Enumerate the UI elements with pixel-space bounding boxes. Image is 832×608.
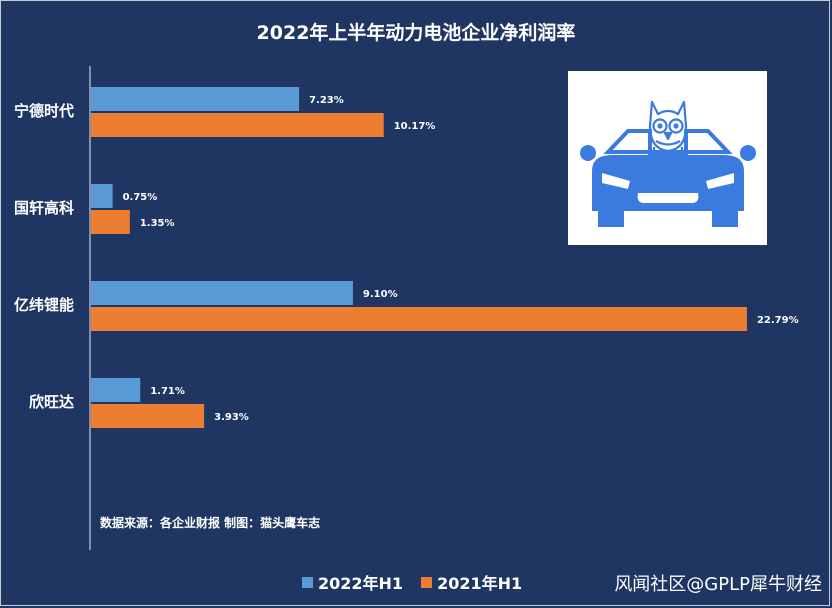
category-label: 欣旺达 [29, 393, 74, 411]
legend-swatch-2021 [421, 576, 433, 588]
bar-2021h1 [91, 210, 130, 234]
legend: 2022年H1 2021年H1 [302, 570, 522, 594]
logo-card [568, 71, 767, 245]
data-label: 10.17% [394, 121, 436, 132]
watermark: 风闻社区@GPLP犀牛财经 [614, 574, 822, 595]
legend-label-2022: 2022年H1 [318, 574, 404, 593]
data-label: 7.23% [309, 95, 344, 106]
bar-2021h1 [91, 113, 384, 137]
data-label: 3.93% [214, 412, 249, 423]
bar-2022h1 [91, 87, 300, 111]
data-label: 22.79% [757, 315, 799, 326]
category-label: 亿纬锂能 [14, 296, 74, 314]
bar-2021h1 [91, 307, 747, 331]
legend-label-2021: 2021年H1 [437, 574, 523, 593]
legend-item-2022: 2022年H1 [302, 570, 403, 594]
chart-title: 2022年上半年动力电池企业净利润率 [256, 22, 576, 44]
bar-2022h1 [91, 378, 141, 402]
owl-on-car-icon [580, 100, 756, 227]
data-label: 9.10% [363, 289, 398, 300]
legend-swatch-2022 [302, 576, 313, 588]
legend-item-2021: 2021年H1 [421, 570, 522, 594]
data-label: 1.71% [150, 386, 185, 397]
bar-2021h1 [91, 404, 205, 428]
data-label: 1.35% [140, 218, 175, 229]
category-label: 国轩高科 [14, 199, 74, 217]
category-label: 宁德时代 [14, 102, 74, 120]
data-label: 0.75% [123, 192, 158, 203]
bar-2022h1 [91, 184, 113, 208]
bar-2022h1 [91, 281, 353, 305]
source-note: 数据来源：各企业财报 制图：猫头鹰车志 [100, 516, 321, 530]
